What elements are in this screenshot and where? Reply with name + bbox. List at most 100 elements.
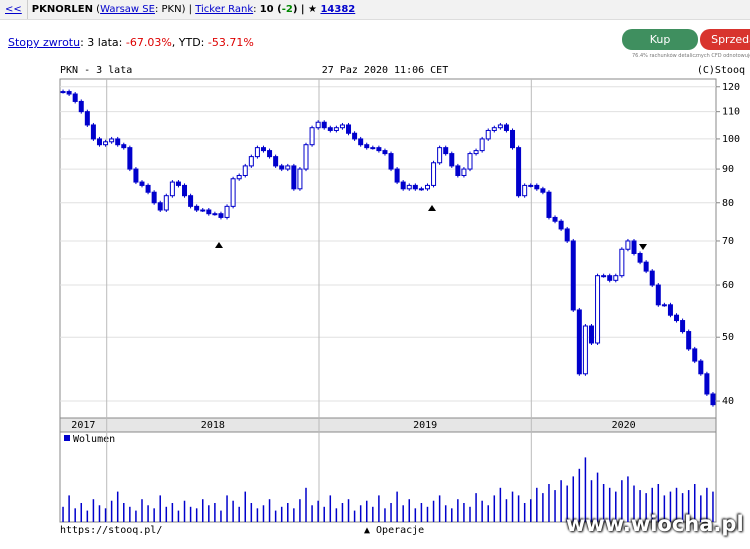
- candle: [236, 174, 242, 180]
- volume-bar: [578, 468, 581, 522]
- volume-bar: [299, 499, 301, 522]
- candle: [157, 202, 163, 211]
- candle: [710, 393, 716, 406]
- y-tick-label: 60: [722, 280, 734, 291]
- volume-bar: [390, 503, 392, 522]
- buy-button[interactable]: Kup: [622, 29, 698, 50]
- volume-bar: [244, 491, 247, 522]
- candle: [121, 144, 127, 149]
- candle: [491, 127, 497, 131]
- volume-bar: [402, 505, 404, 522]
- link[interactable]: Ticker Rank: [195, 4, 254, 15]
- volume-bar: [262, 505, 265, 522]
- candle: [339, 124, 345, 129]
- volume-bar: [438, 495, 441, 522]
- candle: [485, 129, 491, 140]
- volume-bar: [590, 480, 593, 522]
- volume-bar: [171, 503, 174, 522]
- volume-bar: [177, 510, 180, 522]
- footer-url[interactable]: https://stooq.pl/: [60, 525, 162, 536]
- candle: [327, 127, 333, 131]
- link[interactable]: Stopy zwrotu: [8, 36, 81, 49]
- volume-bar: [123, 503, 125, 522]
- candle: [643, 261, 649, 272]
- candle: [674, 314, 680, 322]
- chart-title: PKN - 3 lata: [60, 65, 132, 76]
- text: 10: [259, 4, 274, 15]
- candle: [60, 91, 66, 94]
- candle: [619, 248, 625, 277]
- back-link[interactable]: <<: [0, 0, 28, 19]
- candle: [279, 165, 285, 170]
- candle: [218, 213, 224, 218]
- volume-bar: [432, 500, 435, 522]
- volume-bar: [675, 487, 678, 522]
- volume-bar: [414, 508, 417, 522]
- candle: [230, 178, 236, 207]
- candle: [303, 144, 309, 170]
- candle: [388, 153, 394, 170]
- candle: [212, 213, 218, 216]
- volume-bar: [104, 508, 107, 522]
- volume-legend-swatch: [64, 435, 70, 441]
- volume-bar: [92, 499, 95, 522]
- volume-bar: [68, 495, 70, 522]
- candle: [163, 195, 169, 211]
- volume-bar: [657, 484, 660, 522]
- candle: [200, 209, 206, 212]
- candle: [631, 240, 637, 254]
- volume-bar: [311, 505, 313, 522]
- link[interactable]: Warsaw SE: [100, 4, 155, 15]
- volume-bar: [596, 472, 599, 522]
- volume-bar: [280, 506, 283, 522]
- returns: Stopy zwrotu: 3 lata: -67.03%, YTD: -53.…: [8, 36, 254, 49]
- candle: [78, 100, 84, 113]
- link[interactable]: 14382: [320, 4, 356, 15]
- x-tick-label: 2019: [413, 420, 437, 431]
- volume-bar: [542, 493, 544, 522]
- volume-bar: [663, 495, 666, 522]
- candle: [370, 147, 376, 150]
- volume-bar: [639, 490, 641, 522]
- volume-bar: [293, 508, 295, 522]
- volume-bar: [451, 508, 453, 522]
- candle: [358, 138, 364, 146]
- volume-bar: [457, 499, 459, 522]
- candle: [182, 184, 188, 197]
- volume-bar: [220, 510, 222, 522]
- candle: [588, 325, 594, 344]
- volume-bar: [475, 493, 477, 522]
- candle: [661, 304, 667, 307]
- volume-bar: [335, 508, 338, 522]
- volume-bar: [359, 505, 362, 522]
- x-tick-label: 2017: [71, 420, 95, 431]
- volume-bar: [505, 499, 508, 522]
- volume-bar: [621, 480, 623, 522]
- candle: [352, 132, 358, 140]
- sell-button[interactable]: Sprzedaj: [700, 29, 750, 50]
- candle: [503, 124, 509, 131]
- volume-bar: [444, 505, 447, 522]
- volume-bar: [529, 499, 532, 522]
- volume-bar: [372, 506, 374, 522]
- candle: [552, 216, 558, 222]
- candle: [431, 162, 437, 186]
- volume-bar: [268, 499, 271, 522]
- volume-bar: [426, 506, 429, 522]
- volume-bar: [378, 495, 380, 522]
- text: :: [253, 4, 260, 15]
- volume-bar: [201, 499, 204, 522]
- candle: [680, 320, 686, 333]
- candle: [540, 188, 546, 193]
- text: ) | ★: [292, 4, 321, 15]
- volume-bar: [183, 500, 186, 522]
- candle: [254, 147, 260, 158]
- ticker-info: PKNORLEN (Warsaw SE: PKN) | Ticker Rank:…: [32, 4, 355, 15]
- volume-bar: [633, 485, 635, 522]
- volume-bar: [274, 510, 277, 522]
- volume-bar: [523, 503, 526, 522]
- candle: [364, 144, 370, 149]
- candle: [267, 150, 273, 158]
- volume-bar: [86, 510, 89, 522]
- volume-bar: [536, 487, 538, 522]
